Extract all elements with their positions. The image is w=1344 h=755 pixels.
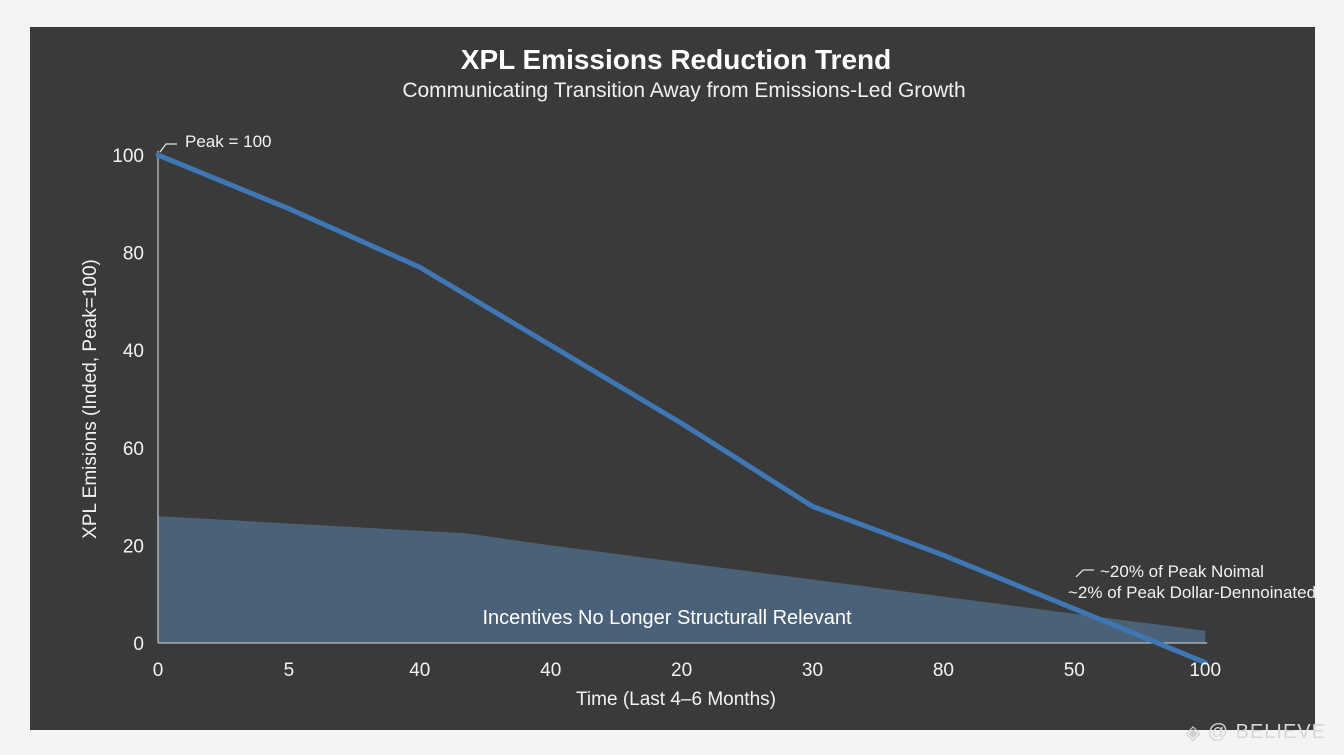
x-tick-label: 40 — [409, 660, 430, 681]
end-annotation: ~20% of Peak Noimal ~2% of Peak Dollar-D… — [1068, 562, 1315, 602]
x-tick-label: 20 — [671, 660, 692, 681]
x-tick-label: 5 — [284, 660, 295, 681]
peak-leader-line — [159, 143, 177, 153]
y-axis-label: XPL Emisions (Inded, Peak=100) — [80, 259, 101, 539]
y-tick-label: 80 — [123, 244, 144, 265]
dollar-label: ~2% of Peak Dollar-Dennoinated — [1068, 583, 1315, 602]
area-label: Incentives No Longer Structurall Relevan… — [482, 607, 852, 629]
chart: XPL Emissions Reduction Trend Communicat… — [80, 44, 1315, 710]
x-tick-label: 80 — [933, 660, 954, 681]
peak-annotation: Peak = 100 — [159, 132, 272, 153]
watermark-text: @ BELIEVE — [1207, 721, 1326, 743]
y-tick-label: 100 — [112, 146, 144, 167]
x-tick-label: 50 — [1064, 660, 1085, 681]
x-tick-label: 0 — [153, 660, 164, 681]
x-tick-label: 40 — [540, 660, 561, 681]
chart-subtitle: Communicating Transition Away from Emiss… — [402, 79, 965, 102]
incentives-area — [158, 516, 1206, 643]
y-tick-label: 20 — [123, 536, 144, 557]
watermark: ◈ @ BELIEVE — [1185, 720, 1326, 745]
chart-title: XPL Emissions Reduction Trend — [461, 44, 891, 75]
x-axis-label: Time (Last 4–6 Months) — [576, 689, 776, 710]
x-tick-label: 100 — [1189, 660, 1221, 681]
nominal-label: ~20% of Peak Noimal — [1100, 562, 1264, 581]
chart-panel: XPL Emissions Reduction Trend Communicat… — [30, 27, 1315, 730]
y-tick-label: 40 — [123, 341, 144, 362]
end-leader-line — [1075, 569, 1094, 578]
y-tick-label: 0 — [133, 634, 144, 655]
x-tick-label: 30 — [802, 660, 823, 681]
believe-logo-icon: ◈ — [1185, 722, 1202, 744]
peak-label: Peak = 100 — [185, 132, 272, 151]
y-tick-label: 60 — [123, 439, 144, 460]
